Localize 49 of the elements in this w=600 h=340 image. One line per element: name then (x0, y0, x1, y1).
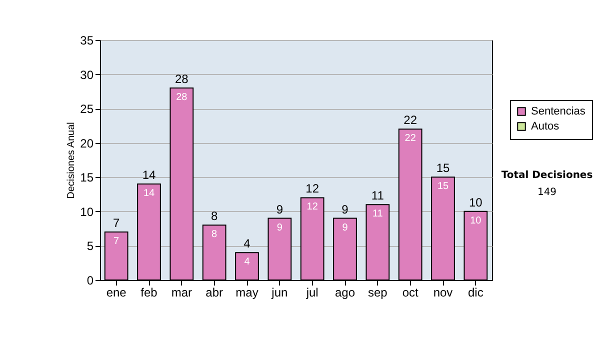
x-tick-label: jul (305, 286, 318, 300)
y-tick-label: 10 (80, 204, 94, 219)
data-label: 15 (437, 181, 449, 192)
total-label: 15 (436, 161, 450, 176)
x-tick-label: nov (433, 286, 453, 300)
data-label: 4 (244, 256, 250, 268)
total-label: 22 (404, 113, 418, 128)
y-tick-label: 30 (80, 68, 94, 82)
total-label: 12 (306, 182, 320, 196)
x-tick-label: sep (368, 286, 388, 300)
y-tick-label: 0 (86, 274, 94, 288)
total-label: 4 (244, 236, 251, 251)
y-axis-title: Decisiones Anual (66, 122, 78, 199)
y-tick-label: 20 (80, 136, 94, 150)
data-label: 11 (372, 208, 384, 220)
data-label: 9 (342, 222, 348, 234)
x-tick-label: ago (334, 286, 356, 300)
total-label: 14 (142, 168, 156, 182)
y-tick-label: 5 (86, 239, 94, 254)
x-tick-label: abr (206, 286, 224, 300)
data-label: 14 (143, 188, 155, 199)
data-label: 9 (276, 222, 283, 234)
data-label: 10 (470, 215, 482, 226)
total-label: 11 (371, 188, 384, 203)
total-label: 8 (210, 209, 218, 224)
data-label: 28 (176, 92, 188, 103)
legend-label: Sentencias (531, 106, 586, 118)
total-label: 9 (276, 202, 284, 216)
x-tick-label: jun (270, 286, 288, 300)
total-label: 7 (112, 216, 120, 230)
x-tick-label: feb (140, 286, 158, 300)
text: Total Decisiones (500, 170, 594, 181)
x-tick-label: may (236, 286, 258, 300)
y-tick-label: 25 (80, 102, 94, 116)
data-label: 22 (404, 133, 416, 144)
legend-label: Autos (531, 120, 560, 132)
total-label: 10 (468, 195, 483, 210)
x-tick-label: dic (468, 286, 484, 300)
y-tick-label: 15 (80, 170, 94, 185)
total-label: 9 (342, 202, 349, 216)
text: 149 (536, 187, 558, 198)
x-tick-label: mar (171, 286, 192, 300)
total-label: 28 (174, 72, 189, 86)
y-tick-label: 35 (80, 34, 94, 48)
data-label: 8 (212, 229, 218, 240)
x-tick-label: ene (106, 286, 127, 300)
data-label: 12 (306, 202, 318, 213)
x-tick-label: oct (402, 286, 419, 300)
data-label: 7 (114, 236, 120, 247)
